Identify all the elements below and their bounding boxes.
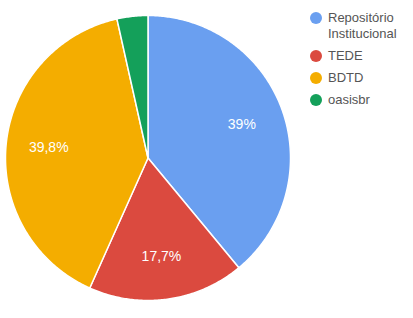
- svg-text:39,8%: 39,8%: [29, 139, 69, 155]
- svg-text:17,7%: 17,7%: [142, 248, 182, 264]
- html-text:oasisbr: oasisbr: [328, 92, 370, 107]
- svg-text:39%: 39%: [228, 116, 256, 132]
- html-text:BDTD: BDTD: [328, 70, 364, 85]
- html-text:Repositório Institucional: Repositório Institucional: [328, 10, 397, 41]
- html-text:TEDE: TEDE: [328, 48, 363, 63]
